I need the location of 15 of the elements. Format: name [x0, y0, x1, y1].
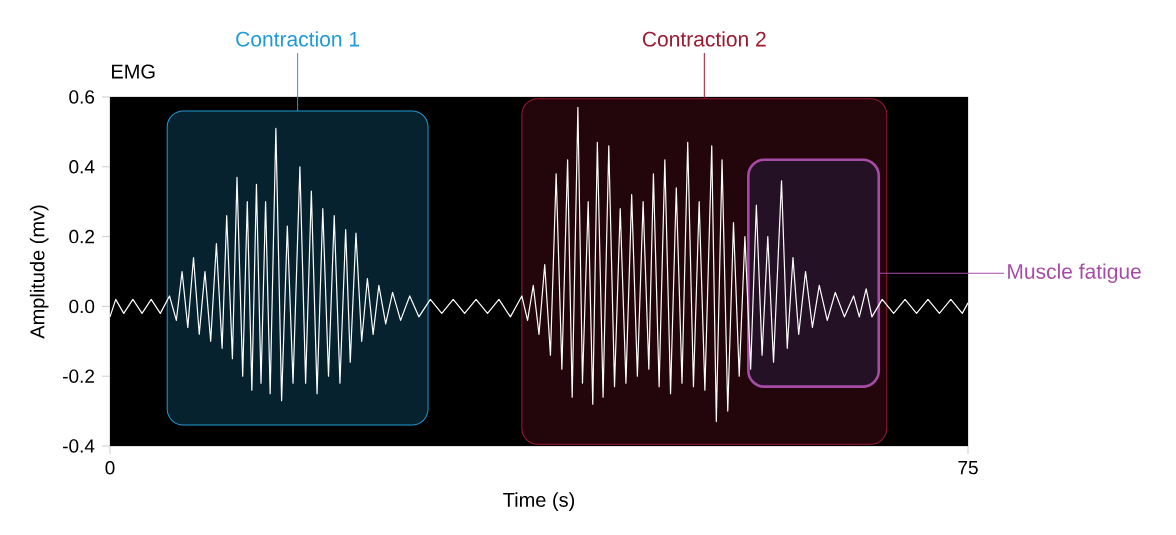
- x-axis-title: Time (s): [503, 492, 575, 511]
- y-tick-label: 0.2: [69, 229, 94, 244]
- y-tick-label: 0.0: [69, 299, 95, 314]
- line-series: [109, 106, 969, 423]
- band-label: Muscle fatigue: [1008, 263, 1141, 284]
- y-tick-label: -0.2: [63, 369, 94, 383]
- band-label: Contraction 1: [236, 31, 359, 47]
- x-tick-label: 0: [105, 461, 115, 475]
- y-tick-label: 0.4: [69, 160, 95, 174]
- band-label: Contraction 2: [642, 31, 766, 47]
- y-axis-title: Amplitude (mv): [29, 205, 49, 339]
- x-tick-label: 75: [958, 461, 978, 475]
- y-tick-label: -0.4: [63, 439, 95, 453]
- y-tick-label: 0.6: [69, 90, 95, 104]
- chart-title: EMG: [112, 64, 155, 79]
